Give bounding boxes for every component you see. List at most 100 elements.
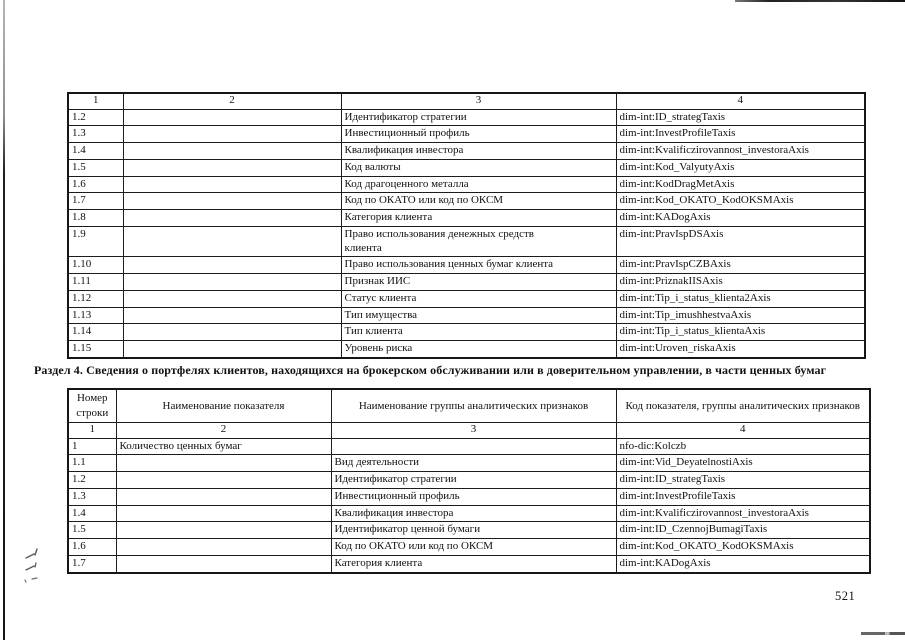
cell-group-name: Инвестиционный профиль	[330, 487, 617, 506]
cell-indicator-name	[115, 538, 332, 556]
cell-code: dim-int:Vid_DeyatelnostiAxis	[615, 454, 871, 472]
cell-group-name	[330, 437, 617, 456]
cell-indicator-name	[122, 158, 342, 177]
cell-row-number: 1.5	[67, 158, 124, 177]
cell-group-name: Тип клиента	[340, 323, 617, 341]
table1-row: 1.11 Признак ИИС dim-int:PriznakIISAxis	[67, 273, 866, 291]
cell-code: dim-int:KADogAxis	[615, 554, 871, 574]
cell-indicator-name: Количество ценных бумаг	[115, 437, 332, 456]
cell-code: dim-int:Kvalificzirovannost_investoraAxi…	[615, 142, 866, 160]
header-code: Код показателя, группы аналитических при…	[615, 388, 871, 423]
cell-code: dim-int:Kod_ValyutyAxis	[615, 158, 866, 177]
cell-group-name: Категория клиента	[340, 209, 617, 227]
cell-group-name: Право использования денежных средств кли…	[340, 225, 617, 258]
cell-group-name: Категория клиента	[330, 554, 617, 574]
column-number-1: 1	[67, 92, 124, 110]
cell-group-name: Идентификатор стратегии	[330, 471, 617, 489]
column-number-2: 2	[115, 421, 332, 439]
cell-row-number: 1.5	[67, 521, 117, 539]
table2-row: 1.7 Категория клиента dim-int:KADogAxis	[67, 554, 871, 574]
column-number-1: 1	[67, 421, 117, 439]
column-number-3: 3	[330, 421, 617, 439]
table2-header-row: Номер строки Наименование показателя Наи…	[67, 388, 871, 423]
cell-indicator-name	[122, 192, 342, 210]
cell-group-name: Квалификация инвестора	[330, 504, 617, 523]
cell-group-name: Тип имущества	[340, 306, 617, 325]
cell-indicator-name	[115, 454, 332, 472]
cell-group-name: Код драгоценного металла	[340, 175, 617, 194]
cell-group-name: Инвестиционный профиль	[340, 125, 617, 143]
cell-row-number: 1	[67, 437, 117, 456]
cell-code: dim-int:Uroven_riskaAxis	[615, 339, 866, 359]
column-number-4: 4	[615, 421, 871, 439]
cell-indicator-name	[122, 323, 342, 341]
cell-indicator-name	[122, 209, 342, 227]
cell-indicator-name	[122, 339, 342, 359]
table1-row: 1.15 Уровень риска dim-int:Uroven_riskaA…	[67, 339, 866, 359]
table2-row: 1 Количество ценных бумаг nfo-dic:Kolczb	[67, 437, 871, 456]
cell-indicator-name	[122, 142, 342, 160]
cell-code: dim-int:KodDragMetAxis	[615, 175, 866, 194]
table1-row: 1.2 Идентификатор стратегии dim-int:ID_s…	[67, 108, 866, 127]
cell-code: dim-int:ID_strategTaxis	[615, 108, 866, 127]
cell-indicator-name	[115, 521, 332, 539]
cell-group-name: Уровень риска	[340, 339, 617, 359]
cell-row-number: 1.1	[67, 454, 117, 472]
scan-edge-line-left	[3, 0, 5, 640]
cell-row-number: 1.14	[67, 323, 124, 341]
table2-row: 1.6 Код по ОКАТО или код по ОКСМ dim-int…	[67, 538, 871, 556]
table-clients-analytics-continued: 1 2 3 4 1.2 Идентификатор стратегии dim-…	[67, 92, 866, 359]
cell-group-name: Статус клиента	[340, 289, 617, 308]
cell-code: dim-int:ID_strategTaxis	[615, 471, 871, 489]
cell-row-number: 1.15	[67, 339, 124, 359]
cell-code: nfo-dic:Kolczb	[615, 437, 871, 456]
cell-code: dim-int:InvestProfileTaxis	[615, 125, 866, 143]
column-number-2: 2	[122, 92, 342, 110]
cell-group-name: Право использования ценных бумаг клиента	[340, 256, 617, 274]
cell-group-name: Вид деятельности	[330, 454, 617, 472]
cell-indicator-name	[122, 256, 342, 274]
cell-code: dim-int:Kod_OKATO_KodOKSMAxis	[615, 538, 871, 556]
cell-code: dim-int:Kod_OKATO_KodOKSMAxis	[615, 192, 866, 210]
cell-row-number: 1.2	[67, 471, 117, 489]
header-row-number: Номер строки	[67, 388, 117, 423]
cell-code: dim-int:Tip_i_status_klienta2Axis	[615, 289, 866, 308]
section-title: Раздел 4. Сведения о портфелях клиентов,…	[34, 363, 827, 377]
table2-row: 1.4 Квалификация инвестора dim-int:Kvali…	[67, 504, 871, 523]
cell-group-name: Идентификатор стратегии	[340, 108, 617, 127]
cell-code: dim-int:ID_CzennojBumagiTaxis	[615, 521, 871, 539]
cell-row-number: 1.11	[67, 273, 124, 291]
cell-indicator-name	[122, 306, 342, 325]
scan-edge-line-top	[735, 0, 905, 2]
cell-indicator-name	[122, 108, 342, 127]
cell-indicator-name	[115, 554, 332, 574]
table1-body: 1 2 3 4 1.2 Идентификатор стратегии dim-…	[67, 92, 866, 359]
table1-row: 1.7 Код по ОКАТО или код по ОКСМ dim-int…	[67, 192, 866, 210]
cell-group-name: Код валюты	[340, 158, 617, 177]
cell-row-number: 1.2	[67, 108, 124, 127]
table1-row: 1.9 Право использования денежных средств…	[67, 225, 866, 258]
table2-column-number-row: 1 2 3 4	[67, 421, 871, 439]
cell-row-number: 1.13	[67, 306, 124, 325]
cell-indicator-name	[115, 471, 332, 489]
cell-row-number: 1.3	[67, 125, 124, 143]
cell-code: dim-int:PravIspDSAxis	[615, 225, 866, 258]
cell-row-number: 1.12	[67, 289, 124, 308]
cell-indicator-name	[122, 175, 342, 194]
table1-row: 1.4 Квалификация инвестора dim-int:Kvali…	[67, 142, 866, 160]
cell-code: dim-int:PravIspCZBAxis	[615, 256, 866, 274]
table1-row: 1.10 Право использования ценных бумаг кл…	[67, 256, 866, 274]
cell-row-number: 1.8	[67, 209, 124, 227]
table2-row: 1.1 Вид деятельности dim-int:Vid_Deyatel…	[67, 454, 871, 472]
table1-row: 1.12 Статус клиента dim-int:Tip_i_status…	[67, 289, 866, 308]
table2-row: 1.3 Инвестиционный профиль dim-int:Inves…	[67, 487, 871, 506]
cell-row-number: 1.6	[67, 175, 124, 194]
header-group-name: Наименование группы аналитических призна…	[330, 388, 617, 423]
handwritten-pencil-marks-icon	[24, 548, 38, 583]
table2-body: Номер строки Наименование показателя Наи…	[67, 388, 871, 574]
table1-row: 1.8 Категория клиента dim-int:KADogAxis	[67, 209, 866, 227]
cell-indicator-name	[122, 289, 342, 308]
cell-indicator-name	[115, 504, 332, 523]
table1-row: 1.5 Код валюты dim-int:Kod_ValyutyAxis	[67, 158, 866, 177]
